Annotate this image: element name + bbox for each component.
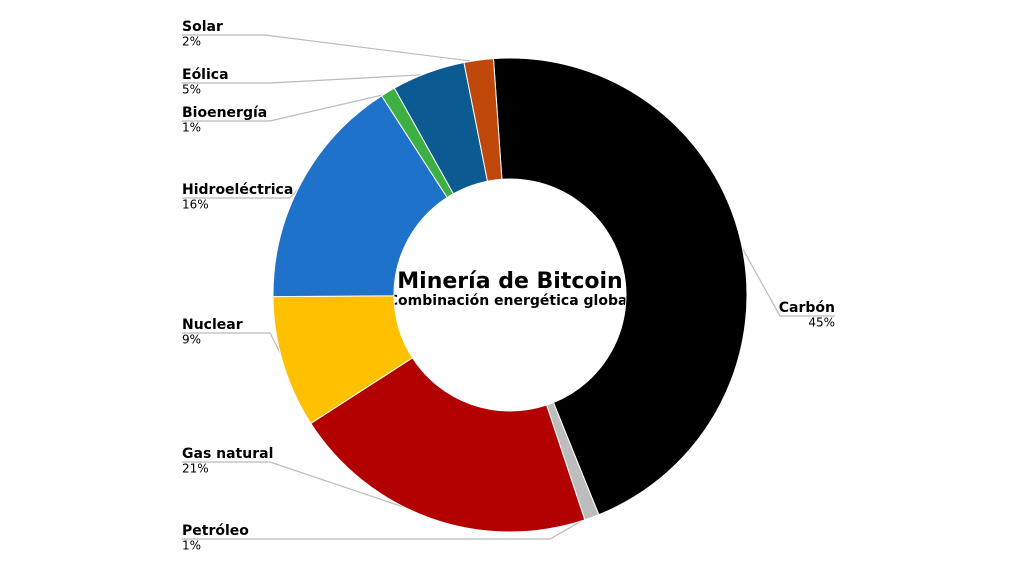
leader-line	[738, 241, 835, 317]
slice	[463, 58, 503, 182]
leader-line	[182, 34, 479, 63]
data-label: 21%	[182, 462, 209, 476]
data-label: 9%	[182, 333, 201, 347]
leader-line	[182, 461, 433, 518]
legend-label: Carbón	[779, 300, 835, 316]
legend-label: Hidroeléctrica	[182, 182, 293, 198]
slice	[492, 57, 748, 516]
chart-subtitle: Combinación energética global	[388, 293, 632, 309]
legend-label: Gas natural	[182, 446, 273, 462]
chart-title: Minería de Bitcoin	[397, 269, 622, 294]
legend-label: Bioenergía	[182, 105, 267, 121]
data-label: 2%	[182, 35, 201, 49]
legend-label: Solar	[182, 19, 223, 35]
leader-line	[182, 73, 429, 84]
data-label: 5%	[182, 83, 201, 97]
leader-line	[182, 92, 390, 122]
data-label: 45%	[808, 316, 835, 330]
slice	[310, 357, 586, 533]
data-label: 1%	[182, 121, 201, 135]
legend-label: Nuclear	[182, 317, 243, 333]
legend-label: Eólica	[182, 67, 229, 83]
data-label: 1%	[182, 539, 201, 553]
legend-label: Petróleo	[182, 523, 249, 539]
data-label: 16%	[182, 198, 209, 212]
leader-line	[182, 515, 592, 540]
slice	[272, 95, 448, 298]
